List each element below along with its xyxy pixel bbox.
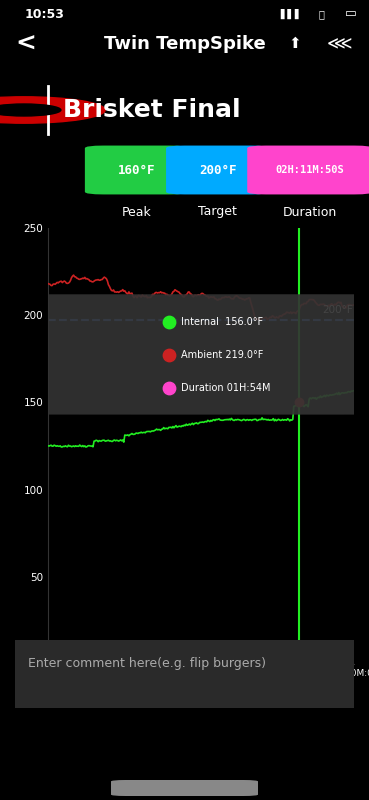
FancyBboxPatch shape [85, 146, 188, 194]
Text: Enter comment here(e.g. flip burgers): Enter comment here(e.g. flip burgers) [28, 657, 266, 670]
Text: 02H:11M:50S: 02H:11M:50S [276, 165, 344, 175]
Point [166, 382, 172, 395]
Text: ▭: ▭ [345, 7, 356, 21]
Text: ▐▐▐: ▐▐▐ [277, 9, 299, 19]
FancyBboxPatch shape [8, 638, 361, 710]
Text: ⋘: ⋘ [327, 35, 352, 53]
Text: Duration 01H:54M: Duration 01H:54M [181, 383, 271, 394]
Text: Twin TempSpike: Twin TempSpike [104, 35, 265, 53]
Text: 160°F: 160°F [118, 163, 155, 177]
Text: ⬆: ⬆ [289, 37, 301, 51]
Text: Notes: Notes [15, 690, 69, 708]
Text: Ambient 219.0°F: Ambient 219.0°F [181, 350, 263, 360]
FancyBboxPatch shape [247, 146, 369, 194]
FancyBboxPatch shape [0, 294, 369, 414]
Text: Brisket Final: Brisket Final [63, 98, 240, 122]
Text: Peak: Peak [122, 206, 151, 218]
Text: Target: Target [198, 206, 237, 218]
Text: 🛜: 🛜 [318, 9, 324, 19]
Text: 10:53: 10:53 [24, 7, 64, 21]
Text: 200°F: 200°F [199, 163, 237, 177]
FancyBboxPatch shape [166, 146, 269, 194]
FancyBboxPatch shape [111, 780, 258, 796]
Text: 0/200: 0/200 [315, 692, 354, 706]
Text: <: < [15, 32, 36, 56]
Text: 200°F: 200°F [322, 305, 353, 315]
Point [166, 349, 172, 362]
Circle shape [0, 104, 61, 116]
Text: Duration: Duration [283, 206, 337, 218]
Legend: Internal, Target, Ambient: Internal, Target, Ambient [40, 654, 329, 678]
Text: Internal  156.0°F: Internal 156.0°F [181, 317, 263, 327]
Circle shape [0, 97, 105, 123]
Point [166, 316, 172, 329]
